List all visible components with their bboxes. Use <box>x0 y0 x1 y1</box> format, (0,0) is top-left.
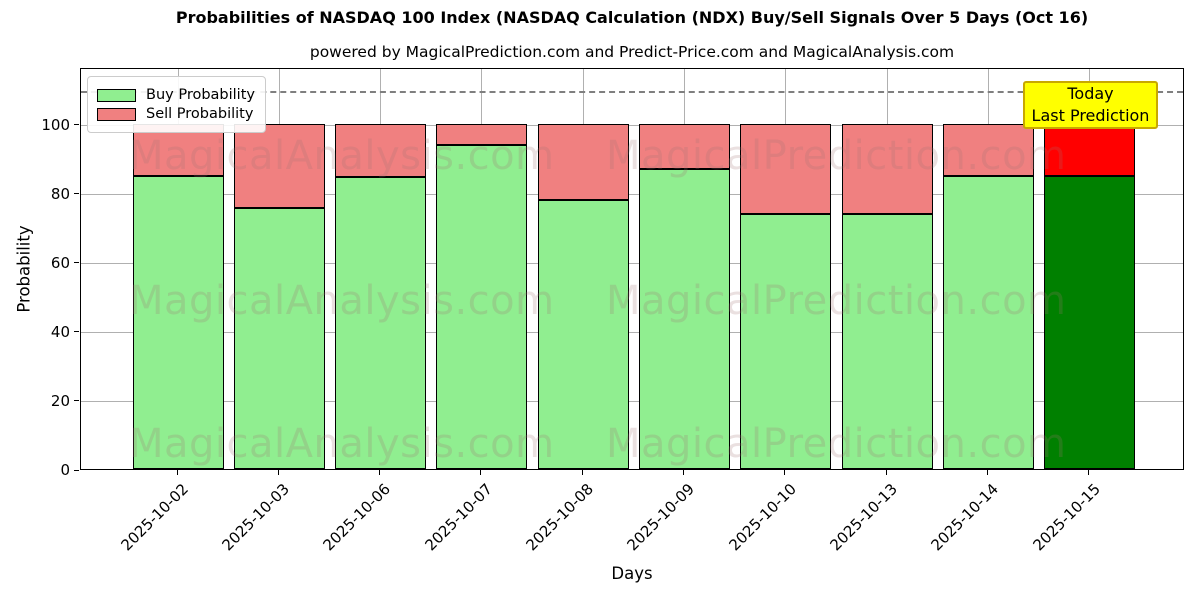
x-tick-mark <box>379 470 381 475</box>
legend: Buy Probability Sell Probability <box>87 76 266 133</box>
x-tick-mark <box>683 470 685 475</box>
legend-label-buy: Buy Probability <box>146 87 255 103</box>
plot-area: Buy Probability Sell Probability Today L… <box>80 68 1184 470</box>
x-tick-label: 2025-10-14 <box>927 480 1003 555</box>
x-axis-label: Days <box>611 564 653 583</box>
x-tick-label: 2025-10-07 <box>421 480 496 555</box>
legend-label-sell: Sell Probability <box>146 106 254 122</box>
bar-segment-sell <box>537 123 629 200</box>
y-tick-label: 60 <box>50 253 70 272</box>
x-tick-label: 2025-10-02 <box>117 480 192 555</box>
bar-segment-sell <box>841 123 933 214</box>
y-tick-mark <box>74 469 79 471</box>
bar-segment-buy <box>639 168 731 469</box>
y-tick-mark <box>74 262 79 264</box>
today-annotation-line2: Last Prediction <box>1031 106 1150 125</box>
y-tick-label: 20 <box>50 391 70 410</box>
threshold-dashed-line <box>81 91 1183 94</box>
bar-segment-buy <box>1044 175 1136 469</box>
bar-segment-sell <box>335 123 427 178</box>
bar-segment-sell <box>639 123 731 169</box>
x-tick-label: 2025-10-09 <box>624 480 699 555</box>
bar-segment-buy <box>740 213 832 469</box>
x-tick-mark <box>1088 470 1090 475</box>
bar-segment-sell <box>233 123 325 209</box>
y-tick-mark <box>74 124 79 126</box>
y-gridline <box>81 401 1183 403</box>
y-gridline <box>81 125 1183 127</box>
legend-item-buy: Buy Probability <box>97 87 255 103</box>
buy-swatch-icon <box>97 88 136 102</box>
bar-segment-sell <box>1044 123 1136 176</box>
x-tick-mark <box>480 470 482 475</box>
y-gridline <box>81 332 1183 334</box>
y-tick-label: 80 <box>50 184 70 203</box>
today-annotation: Today Last Prediction <box>1023 81 1158 129</box>
sell-swatch-icon <box>97 107 136 121</box>
x-tick-mark <box>277 470 279 475</box>
bar-segment-buy <box>537 199 629 469</box>
x-tick-label: 2025-10-15 <box>1029 480 1104 555</box>
y-gridline <box>81 194 1183 196</box>
x-tick-mark <box>581 470 583 475</box>
y-tick-label: 40 <box>50 322 70 341</box>
chart-title: Probabilities of NASDAQ 100 Index (NASDA… <box>175 8 1089 27</box>
bar-segment-buy <box>233 208 325 469</box>
bar-segment-buy <box>841 213 933 469</box>
bar-segment-sell <box>740 123 832 214</box>
x-tick-mark <box>784 470 786 475</box>
y-tick-label: 0 <box>60 461 70 479</box>
x-tick-label: 2025-10-08 <box>522 480 598 555</box>
bar-segment-buy <box>335 177 427 469</box>
chart-subtitle: powered by MagicalPrediction.com and Pre… <box>309 43 955 61</box>
x-tick-mark <box>176 470 178 475</box>
y-tick-mark <box>74 400 79 402</box>
today-annotation-line1: Today <box>1067 84 1114 104</box>
y-tick-mark <box>74 193 79 195</box>
x-tick-label: 2025-10-03 <box>218 480 294 555</box>
bar-segment-buy <box>436 144 528 469</box>
x-tick-mark <box>987 470 989 475</box>
x-tick-label: 2025-10-10 <box>725 480 800 555</box>
bar-segment-buy <box>132 175 224 469</box>
x-tick-mark <box>885 470 887 475</box>
x-tick-label: 2025-10-06 <box>320 480 395 555</box>
y-tick-mark <box>74 331 79 333</box>
y-gridline <box>81 263 1183 265</box>
bar-segment-sell <box>943 123 1035 176</box>
bar-segment-buy <box>943 175 1035 469</box>
legend-item-sell: Sell Probability <box>97 106 255 122</box>
x-tick-label: 2025-10-13 <box>826 480 902 555</box>
bar-segment-sell <box>436 123 528 145</box>
y-tick-label: 100 <box>41 115 70 134</box>
